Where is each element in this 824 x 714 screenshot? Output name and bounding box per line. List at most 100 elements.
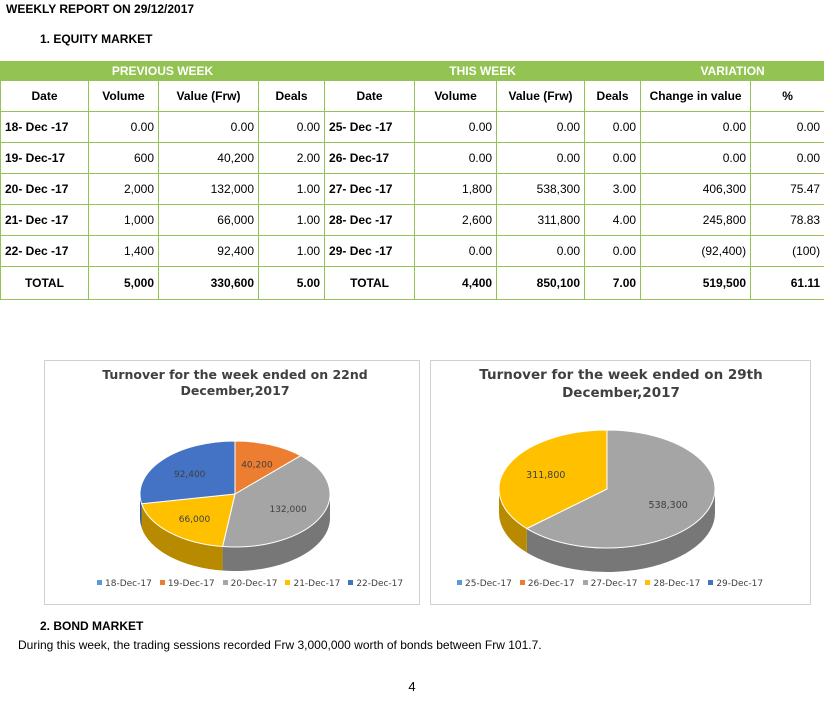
table-cell: 78.83 (750, 204, 824, 236)
column-header: Deals (257, 80, 326, 112)
legend-swatch (222, 580, 228, 585)
legend-swatch (348, 580, 354, 585)
table-cell: 0.00 (496, 235, 586, 267)
table-cell: 0.00 (88, 111, 159, 143)
group-previous-week: PREVIOUS WEEK (0, 61, 326, 81)
legend-entry: 22-Dec-17 (356, 579, 404, 589)
group-this-week: THIS WEEK (324, 61, 642, 81)
table-cell: 0.00 (257, 111, 326, 143)
table-cell: 1.00 (257, 235, 326, 267)
legend-swatch (582, 580, 588, 585)
table-cell: 40,200 (158, 142, 259, 174)
pie-slice-side-27-Dec-17 (526, 489, 715, 572)
report-title: WEEKLY REPORT ON 29/12/2017 (6, 2, 195, 16)
table-row: 22- Dec -17 1,400 92,400 1.00 29- Dec -17 0.0… (0, 235, 824, 267)
pie-slice-side-21-Dec-17 (141, 503, 223, 571)
table-cell: 2.00 (257, 142, 326, 174)
table-cell: 850,100 (496, 266, 586, 300)
legend-swatch (285, 580, 291, 585)
table-cell: 538,300 (496, 173, 586, 205)
legend-entry: 26-Dec-17 (527, 579, 575, 589)
chart-legend: 25-Dec-17 26-Dec-17 27-Dec-17 28-Dec-17 29-D… (449, 579, 763, 589)
table-cell: 132,000 (158, 173, 259, 205)
pie-slice-28-Dec-17 (498, 429, 608, 530)
pie-chart: 40,200 132,000 66,000 92,400 (139, 440, 331, 571)
table-cell: 5,000 (88, 266, 159, 300)
table-cell: 311,800 (496, 204, 586, 236)
legend-entry: 25-Dec-17 (465, 579, 512, 589)
table-cell: 600 (88, 142, 159, 174)
pie-slice-19-Dec-17 (234, 440, 302, 495)
table-column-header-row: Date Volume Value (Frw) Deals Date Volume Valu… (0, 80, 824, 112)
turnover-chart-previous-week: Turnover for the week ended on 22nd Dece… (44, 360, 420, 605)
table-cell: 61.11 (750, 266, 824, 300)
table-cell: 0.00 (496, 142, 586, 174)
column-header: Date (324, 80, 416, 112)
equity-market-table: PREVIOUS WEEK THIS WEEK VARIATION Date Vo… (0, 61, 824, 300)
table-cell: 19- Dec-17 (0, 142, 89, 174)
table-cell: 0.00 (158, 111, 259, 143)
data-label: 40,200 (241, 461, 273, 471)
table-cell: 28- Dec -17 (324, 204, 416, 236)
table-group-header-row: PREVIOUS WEEK THIS WEEK VARIATION (0, 61, 824, 81)
column-header: % (750, 80, 824, 112)
pie-chart: 538,300 311,800 (498, 429, 716, 572)
column-header: Value (Frw) (496, 80, 586, 112)
legend-entry: 19-Dec-17 (167, 579, 215, 589)
table-cell: 20- Dec -17 (0, 173, 89, 205)
table-cell: 29- Dec -17 (324, 235, 416, 267)
table-cell: (100) (750, 235, 824, 267)
data-label: 66,000 (179, 515, 211, 525)
table-cell: 2,000 (88, 173, 159, 205)
table-cell: 1,800 (414, 173, 498, 205)
table-cell: 0.00 (750, 142, 824, 174)
chart-legend: 18-Dec-17 19-Dec-17 20-Dec-17 21-Dec-17 22-D… (89, 579, 403, 589)
table-body: 18- Dec -17 0.00 0.00 0.00 25- Dec -17 0.00 0.… (0, 111, 824, 300)
table-cell: 0.00 (584, 235, 642, 267)
table-cell: 3.00 (584, 173, 642, 205)
table-row: 20- Dec -17 2,000 132,000 1.00 27- Dec -17 1,… (0, 173, 824, 205)
data-label: 311,800 (526, 470, 565, 481)
table-cell: 1,400 (88, 235, 159, 267)
table-cell: 406,300 (640, 173, 752, 205)
column-header: Change in value (640, 80, 752, 112)
table-cell: 0.00 (584, 142, 642, 174)
table-cell: 5.00 (257, 266, 326, 300)
legend-entry: 28-Dec-17 (653, 579, 701, 589)
legend-swatch (645, 580, 651, 585)
table-row: 18- Dec -17 0.00 0.00 0.00 25- Dec -17 0.00 0.… (0, 111, 824, 143)
table-cell: 2,600 (414, 204, 498, 236)
table-cell: 0.00 (640, 142, 752, 174)
table-cell: 25- Dec -17 (324, 111, 416, 143)
table-cell: 4.00 (584, 204, 642, 236)
chart-title: Turnover for the week ended on 29th Dece… (479, 367, 763, 401)
legend-swatch (708, 580, 714, 585)
data-label: 92,400 (174, 470, 206, 480)
legend-swatch (97, 580, 102, 585)
table-cell: (92,400) (640, 235, 752, 267)
column-header: Deals (584, 80, 642, 112)
legend-entry: 29-Dec-17 (716, 579, 764, 589)
legend-swatch (519, 580, 525, 585)
table-cell: 0.00 (584, 111, 642, 143)
table-cell: 0.00 (414, 235, 498, 267)
table-cell: 1.00 (257, 173, 326, 205)
table-row: 19- Dec-17 600 40,200 2.00 26- Dec-17 0.00 0.0… (0, 142, 824, 174)
table-cell: 1.00 (257, 204, 326, 236)
data-label: 132,000 (269, 505, 306, 515)
pie-slice-side-22-Dec-17 (140, 494, 142, 528)
column-header: Value (Frw) (158, 80, 259, 112)
legend-entry: 20-Dec-17 (230, 579, 278, 589)
table-cell: 21- Dec -17 (0, 204, 89, 236)
chart-title: Turnover for the week ended on 22nd Dece… (102, 367, 368, 399)
table-cell: TOTAL (0, 266, 89, 300)
table-cell: 18- Dec -17 (0, 111, 89, 143)
table-cell: 7.00 (584, 266, 642, 300)
legend-entry: 21-Dec-17 (293, 579, 341, 589)
data-label: 538,300 (649, 500, 688, 511)
table-cell: 66,000 (158, 204, 259, 236)
table-cell: 0.00 (414, 111, 498, 143)
table-cell: 26- Dec-17 (324, 142, 416, 174)
legend-swatch (457, 580, 462, 585)
pie-slice-side-28-Dec-17 (499, 489, 527, 553)
